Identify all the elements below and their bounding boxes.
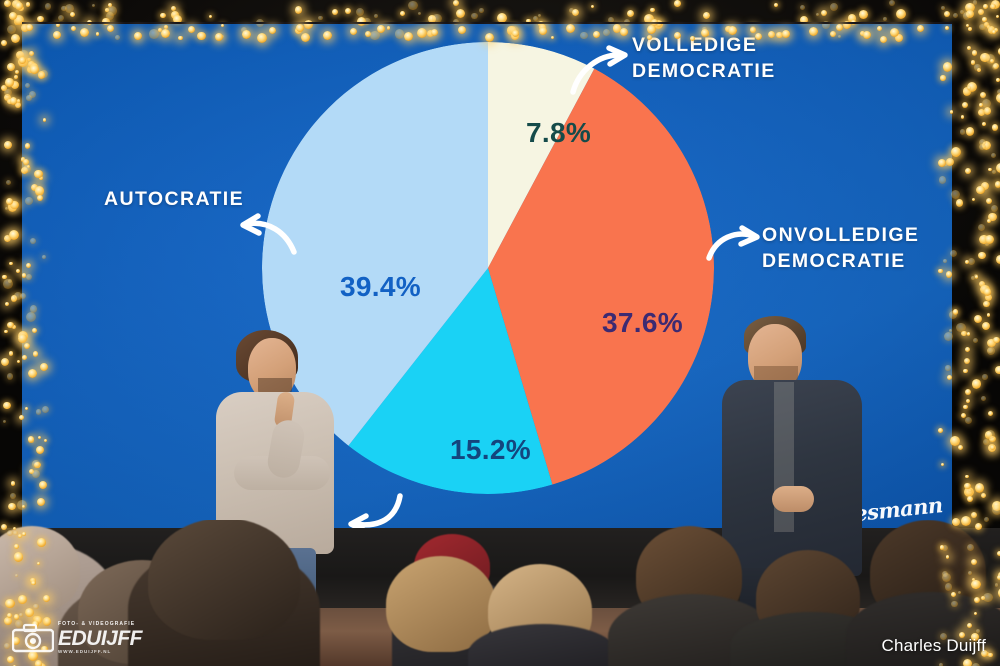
callout-autocratie: AUTOCRATIE <box>104 186 244 212</box>
pie-slice-onvolledige-democratie <box>488 68 714 485</box>
pie-slices <box>262 42 714 494</box>
audience-member <box>846 592 1000 666</box>
watermark-tagline: FOTO- & VIDEOGRAFIE <box>58 620 136 627</box>
callout-autocratie-line1: AUTOCRATIE <box>104 188 245 210</box>
pie-slice-autocratie <box>262 42 488 446</box>
audience-member <box>468 624 618 666</box>
photographer-watermark: FOTO- & VIDEOGRAFIE EDUIJFF WWW.EDUIJFF.… <box>11 620 143 655</box>
audience-member <box>386 556 496 652</box>
slice-value-autocratie: 39.4% <box>340 271 421 302</box>
pie-slice-volledige-democratie <box>488 42 595 268</box>
audience-silhouettes <box>0 520 1000 666</box>
callout-onvolledige-line1: ONVOLLEDIGE <box>762 224 920 246</box>
callout-onvolledige-democratie: ONVOLLEDIGE DEMOCRATIE <box>762 222 919 275</box>
callout-volledige-line1: VOLLEDIGE <box>632 34 758 56</box>
photo-credit: Charles Duijff <box>881 636 986 655</box>
presenter-right-shirt <box>722 380 862 576</box>
pie-chart: 7.8% 37.6% 15.2% 39.4% <box>262 42 714 494</box>
presenter-right-hands <box>772 486 814 512</box>
watermark-brand: EDUIJFF <box>58 626 143 650</box>
slice-value-volledige-democratie: 7.8% <box>526 117 592 148</box>
slice-value-hybride-regime: 15.2% <box>450 434 531 465</box>
audience-member <box>0 526 80 612</box>
audience-member <box>148 520 300 640</box>
slice-value-onvolledige-democratie: 37.6% <box>602 307 683 338</box>
pie-slice-hybride-regime <box>348 268 553 494</box>
watermark-url: WWW.EDUIJFF.NL <box>58 648 112 654</box>
callout-volledige-democratie: VOLLEDIGE DEMOCRATIE <box>632 32 776 85</box>
callout-volledige-line2: DEMOCRATIE <box>632 60 776 83</box>
pie-svg <box>262 42 714 494</box>
callout-onvolledige-line2: DEMOCRATIE <box>762 250 906 273</box>
watermark-text: FOTO- & VIDEOGRAFIE EDUIJFF WWW.EDUIJFF.… <box>58 620 143 655</box>
camera-icon <box>11 623 55 653</box>
